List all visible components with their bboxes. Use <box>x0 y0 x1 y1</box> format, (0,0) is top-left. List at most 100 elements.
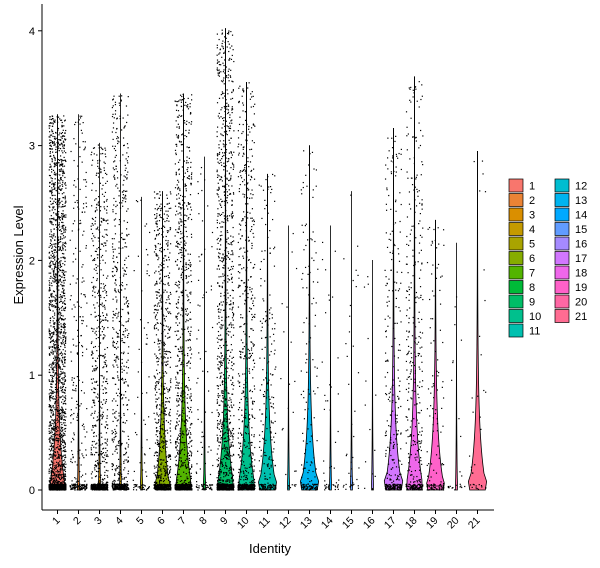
point <box>128 346 130 348</box>
point <box>163 291 165 293</box>
point <box>156 223 158 226</box>
point <box>94 486 96 488</box>
point <box>154 197 156 199</box>
point <box>118 440 120 442</box>
point <box>64 434 66 436</box>
point <box>59 132 61 134</box>
point <box>115 331 118 333</box>
point <box>168 485 170 487</box>
point <box>63 245 65 247</box>
point <box>102 315 105 317</box>
point <box>71 230 73 232</box>
point <box>112 409 114 411</box>
point <box>120 308 122 310</box>
point <box>164 335 167 337</box>
point <box>79 117 82 119</box>
point <box>59 474 62 476</box>
point <box>58 267 60 269</box>
point <box>160 386 163 388</box>
point <box>54 208 56 211</box>
point <box>135 489 138 491</box>
point <box>93 288 95 290</box>
point <box>127 147 129 149</box>
point <box>61 372 63 374</box>
point <box>116 486 118 489</box>
point <box>65 342 67 344</box>
point <box>65 152 67 154</box>
point <box>55 428 58 430</box>
point <box>123 189 125 192</box>
point <box>59 460 61 462</box>
point <box>114 430 117 433</box>
point <box>94 311 96 313</box>
point <box>49 421 51 423</box>
point <box>54 266 56 268</box>
point <box>64 356 66 359</box>
point <box>48 127 50 129</box>
point <box>52 123 54 125</box>
point <box>115 489 117 491</box>
point <box>100 168 102 171</box>
point <box>164 435 166 437</box>
point <box>62 409 64 411</box>
point <box>62 463 64 466</box>
point <box>48 438 50 440</box>
point <box>73 138 75 140</box>
point <box>165 350 167 353</box>
point <box>101 452 103 455</box>
point <box>114 265 116 267</box>
point <box>58 279 61 281</box>
point <box>49 484 51 486</box>
point <box>48 280 50 282</box>
point <box>48 430 50 432</box>
point <box>116 357 118 359</box>
point <box>76 352 78 354</box>
point <box>57 239 60 241</box>
point <box>123 487 125 489</box>
point <box>163 385 165 388</box>
point <box>51 194 53 197</box>
point <box>58 454 60 456</box>
point <box>146 392 148 394</box>
point <box>61 485 63 487</box>
point <box>61 359 63 361</box>
point <box>64 478 67 480</box>
point <box>116 299 118 301</box>
point <box>124 327 127 330</box>
point <box>63 454 65 456</box>
point <box>77 412 79 415</box>
point <box>48 458 50 460</box>
point <box>94 220 96 222</box>
point <box>57 456 59 458</box>
point <box>126 361 128 363</box>
point <box>83 294 85 296</box>
point <box>127 352 129 354</box>
point <box>92 245 95 247</box>
point <box>118 478 120 480</box>
point <box>56 390 58 392</box>
point <box>122 200 124 202</box>
point <box>103 287 105 289</box>
point <box>165 235 167 238</box>
point <box>122 397 124 399</box>
point <box>53 471 55 474</box>
point <box>157 472 159 474</box>
point <box>98 147 100 149</box>
point <box>98 439 100 441</box>
point <box>48 484 50 486</box>
point <box>71 379 73 381</box>
point <box>105 447 107 449</box>
point <box>74 123 76 126</box>
point <box>82 277 84 279</box>
point <box>103 447 105 449</box>
point <box>48 393 50 395</box>
point <box>64 132 66 134</box>
point <box>169 366 171 368</box>
point <box>112 313 115 315</box>
point <box>81 132 83 134</box>
point <box>57 443 59 445</box>
point <box>163 486 165 488</box>
point <box>55 431 58 433</box>
point <box>50 282 53 284</box>
point <box>59 375 61 378</box>
